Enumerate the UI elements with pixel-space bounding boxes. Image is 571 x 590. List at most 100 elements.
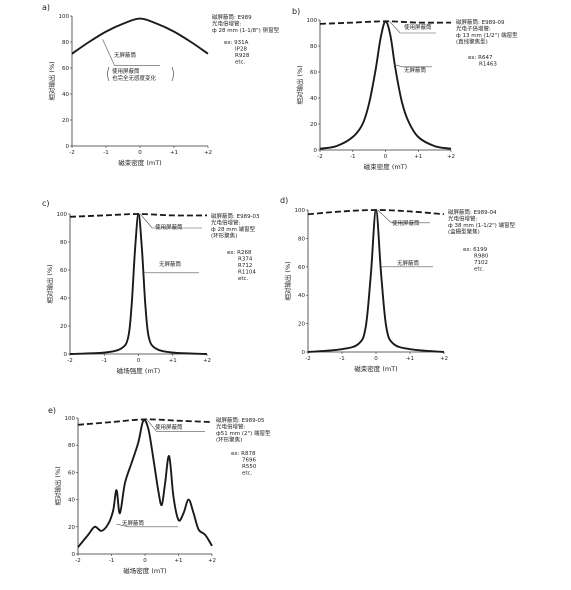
x-axis-title: 磁束密度 (mT) xyxy=(364,162,407,171)
info-line: (环形聚焦) xyxy=(216,436,242,444)
info-line: ф 28 mm 端窗型 xyxy=(211,225,256,233)
annotation-label: 使用屏蔽筒 xyxy=(112,67,140,75)
y-tick-label: 40 xyxy=(68,498,75,504)
x-axis-title: 磁束密度 (mT) xyxy=(118,158,161,167)
y-tick-label: 20 xyxy=(60,324,67,330)
unshielded-series-line xyxy=(319,20,452,150)
unshielded-series-line xyxy=(71,17,209,55)
info-line: 磁屏蔽筒: E989 xyxy=(212,13,252,21)
y-tick-label: 0 xyxy=(72,552,76,558)
chart-panel-4: d) 0 20 40 60 80 100 -2 -1 0 +1 +2 磁束密度 (mT) 相对输出 (%)… xyxy=(280,196,516,373)
y-tick-label: 20 xyxy=(298,322,305,328)
annotation-leader xyxy=(393,63,402,68)
x-tick-label: -1 xyxy=(350,154,355,160)
annotation-label: 也完全无感度变化 xyxy=(112,74,157,82)
x-tick-label: 0 xyxy=(137,358,141,364)
y-axis-title: 相对输出 (%) xyxy=(45,264,54,303)
annotation-leader xyxy=(139,213,153,229)
y-tick-label: 60 xyxy=(68,470,75,476)
x-tick-label: +1 xyxy=(169,358,177,364)
x-tick-label: +2 xyxy=(208,558,216,564)
info-line: (直线聚焦型) xyxy=(456,38,488,46)
info-line: 磁屏蔽筒: E989-03 xyxy=(211,212,260,220)
x-tick-label: -1 xyxy=(102,358,107,364)
example-line: ex: 6199 xyxy=(463,247,488,253)
x-tick-label: 0 xyxy=(143,558,147,564)
chart-panel-5: e) 0 20 40 60 80 100 -2 -1 0 +1 +2 磁场密度 (mT) 相对输出 (%)… xyxy=(48,406,271,575)
annotation-label: 使用屏蔽筒 xyxy=(155,223,183,231)
chart-panel-3: c) 0 20 40 60 80 100 -2 -1 0 +1 +2 磁场强度 (mT) 相对输出 (%)… xyxy=(42,199,260,375)
y-tick-label: 20 xyxy=(310,122,317,128)
y-axis-title: 相对输出 (%) xyxy=(53,466,62,505)
info-line: 光电倍增管: xyxy=(212,20,242,28)
unshielded-series-line xyxy=(307,209,445,353)
annotation-bracket-right xyxy=(171,66,174,82)
x-tick-label: 0 xyxy=(384,154,388,160)
info-line: 光电子倍增管: xyxy=(456,25,491,33)
example-line: R712 xyxy=(238,263,252,269)
x-tick-label: -2 xyxy=(69,150,74,156)
example-line: IP28 xyxy=(235,47,247,53)
info-line: ф 13 mm (1/2") 端窗型 xyxy=(456,31,518,39)
y-tick-label: 60 xyxy=(298,265,305,271)
info-line: (环形聚焦) xyxy=(211,232,237,240)
y-tick-label: 80 xyxy=(68,443,75,449)
example-line: 7696 xyxy=(242,458,256,464)
y-tick-label: 40 xyxy=(298,293,305,299)
info-line: (盒栅型聚焦) xyxy=(448,228,480,236)
x-tick-label: +1 xyxy=(414,154,422,160)
y-axis-title: 相对输出 (%) xyxy=(295,65,304,104)
example-line: ex: R878 xyxy=(231,451,256,457)
example-line: R1463 xyxy=(479,62,497,68)
annotation-label: 无屏蔽筒 xyxy=(397,259,420,267)
x-axis-title: 磁场强度 (mT) xyxy=(117,366,160,375)
y-tick-label: 100 xyxy=(65,416,76,422)
example-line: R374 xyxy=(238,257,253,263)
panel-label: e) xyxy=(48,406,56,415)
info-line: 磁屏蔽筒: E989-04 xyxy=(448,208,497,216)
x-axis-title: 磁场密度 (mT) xyxy=(123,566,166,575)
annotation-label: 无屏蔽筒 xyxy=(114,51,137,59)
annotation-label: 使用屏蔽筒 xyxy=(404,23,432,31)
x-tick-label: +1 xyxy=(174,558,182,564)
example-line: 7102 xyxy=(474,260,488,266)
panel-label: a) xyxy=(42,3,50,12)
x-tick-label: 0 xyxy=(138,150,142,156)
annotation-leader xyxy=(389,21,401,34)
info-line: 光电倍增管: xyxy=(448,215,478,223)
example-line: etc. xyxy=(235,60,246,66)
y-tick-label: 60 xyxy=(62,66,69,72)
example-line: R1104 xyxy=(238,270,256,276)
x-tick-label: -2 xyxy=(317,154,322,160)
annotation-leader xyxy=(116,523,129,528)
example-line: R550 xyxy=(242,464,257,470)
x-tick-label: -1 xyxy=(339,356,344,362)
info-line: ф51 mm (2") 端窗型 xyxy=(216,429,271,437)
example-line: etc. xyxy=(474,267,485,273)
example-line: ex: R647 xyxy=(468,55,493,61)
y-tick-label: 100 xyxy=(57,212,68,218)
y-tick-label: 0 xyxy=(314,148,318,154)
x-tick-label: +1 xyxy=(170,150,178,156)
x-tick-label: +2 xyxy=(204,150,212,156)
annotation-bracket-left xyxy=(107,66,110,82)
panel-label: c) xyxy=(42,199,50,208)
example-line: ex: R268 xyxy=(227,250,252,256)
annotation-leader xyxy=(377,209,392,223)
y-tick-label: 100 xyxy=(59,14,70,20)
x-tick-label: 0 xyxy=(374,356,378,362)
info-line: 光电倍增管: xyxy=(216,423,246,431)
example-line: R980 xyxy=(474,254,489,260)
y-tick-label: 40 xyxy=(310,96,317,102)
annotation-leader xyxy=(146,419,157,432)
annotation-leader xyxy=(102,39,115,66)
example-line: ex: 931A xyxy=(224,40,249,46)
x-tick-label: -1 xyxy=(109,558,114,564)
y-tick-label: 60 xyxy=(60,268,67,274)
annotation-label: 无屏蔽筒 xyxy=(404,66,427,74)
y-tick-label: 100 xyxy=(295,208,306,214)
info-line: 光电倍增管: xyxy=(211,219,241,227)
panel-label: b) xyxy=(292,7,300,16)
y-tick-label: 0 xyxy=(66,144,70,150)
x-axis-title: 磁束密度 (mT) xyxy=(354,364,397,373)
